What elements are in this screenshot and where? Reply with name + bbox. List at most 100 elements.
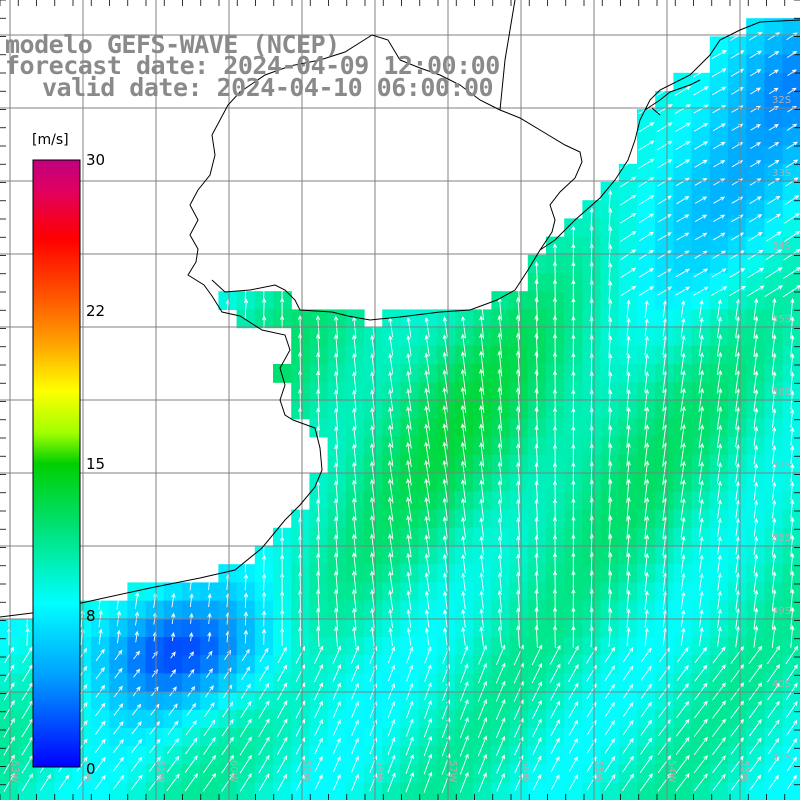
wind-arrow xyxy=(534,425,539,448)
wind-arrow xyxy=(698,517,704,538)
wind-arrow xyxy=(790,516,795,538)
wind-arrow xyxy=(785,645,799,665)
wind-speed-cell xyxy=(54,782,74,800)
wind-speed-cell xyxy=(709,91,729,110)
map-title-valid-date: valid date: 2024-04-10 06:00:00 xyxy=(42,73,494,102)
wind-arrow xyxy=(424,423,431,450)
wind-arrow xyxy=(608,262,613,283)
wind-speed-cell xyxy=(764,254,784,274)
wind-speed-cell xyxy=(418,564,438,583)
longitude-label: 57W xyxy=(447,760,458,783)
wind-arrow xyxy=(620,267,637,279)
wind-arrow xyxy=(424,334,430,356)
wind-arrow xyxy=(297,499,303,519)
wind-arrow xyxy=(460,404,467,432)
wind-arrow xyxy=(766,213,781,223)
wind-arrow xyxy=(313,663,324,683)
wind-speed-cell xyxy=(637,600,656,620)
wind-speed-cell xyxy=(564,673,583,693)
wind-speed-cell xyxy=(691,109,711,128)
wind-speed-cell xyxy=(709,637,729,656)
wind-arrow xyxy=(261,554,267,573)
wind-speed-cell xyxy=(491,400,511,420)
wind-speed-cell xyxy=(254,782,274,800)
wind-arrow xyxy=(620,176,637,188)
wind-arrow xyxy=(676,232,690,241)
wind-arrow xyxy=(388,589,394,611)
wind-speed-cell xyxy=(473,382,492,401)
wind-speed-cell xyxy=(709,728,729,747)
wind-arrow xyxy=(783,230,800,243)
wind-speed-cell xyxy=(673,600,693,620)
wind-arrow xyxy=(94,774,106,790)
wind-speed-cell xyxy=(254,600,274,620)
wind-speed-cell xyxy=(491,764,511,784)
wind-arrow xyxy=(568,774,579,791)
wind-arrow xyxy=(662,590,668,610)
wind-arrow xyxy=(351,334,357,357)
wind-speed-cell xyxy=(509,782,529,800)
wind-speed-cell xyxy=(145,709,165,729)
wind-speed-cell xyxy=(218,673,238,693)
wind-arrow xyxy=(370,570,375,594)
wind-speed-cell xyxy=(254,764,274,784)
wind-arrow xyxy=(790,316,795,338)
wind-speed-cell xyxy=(455,600,474,620)
wind-arrow xyxy=(203,719,216,736)
wind-arrow xyxy=(748,700,763,719)
wind-arrow xyxy=(711,68,727,78)
wind-arrow xyxy=(479,404,485,432)
wind-arrow xyxy=(680,591,686,610)
wind-arrow xyxy=(767,719,780,737)
wind-arrow xyxy=(680,424,686,449)
wind-speed-cell xyxy=(163,618,183,638)
wind-arrow xyxy=(571,370,576,393)
wind-speed-cell xyxy=(455,546,474,565)
wind-speed-cell xyxy=(728,236,747,256)
wind-speed-cell xyxy=(637,254,656,274)
wind-arrow xyxy=(184,773,198,792)
wind-speed-cell xyxy=(564,746,583,765)
wind-speed-cell xyxy=(273,709,292,729)
wind-arrow xyxy=(571,425,576,447)
wind-speed-cell xyxy=(637,418,656,438)
wind-arrow xyxy=(477,698,488,720)
wind-speed-cell xyxy=(728,491,747,511)
wind-arrow xyxy=(693,67,709,78)
wind-speed-cell xyxy=(691,273,711,292)
wind-speed-cell xyxy=(655,145,674,165)
wind-speed-cell xyxy=(764,746,784,765)
wind-arrow xyxy=(698,316,704,338)
wind-speed-cell xyxy=(0,691,19,711)
wind-speed-cell xyxy=(200,709,219,729)
wind-speed-cell xyxy=(728,182,747,201)
wind-speed-cell xyxy=(582,709,602,729)
wind-speed-cell xyxy=(382,382,401,401)
wind-arrow xyxy=(370,334,375,356)
wind-arrow xyxy=(478,772,487,793)
wind-speed-cell xyxy=(291,746,310,765)
wind-speed-cell xyxy=(782,236,800,256)
wind-arrow xyxy=(771,334,777,357)
wind-speed-cell xyxy=(618,200,638,219)
wind-speed-cell xyxy=(473,582,492,602)
wind-speed-cell xyxy=(746,509,765,529)
wind-arrow xyxy=(479,626,484,647)
wind-speed-cell xyxy=(436,400,456,420)
wind-speed-cell xyxy=(18,709,37,729)
wind-speed-cell xyxy=(400,746,420,765)
longitude-label: 59W xyxy=(301,760,312,783)
wind-speed-cell xyxy=(145,618,165,638)
wind-arrow xyxy=(442,405,449,432)
wind-arrow xyxy=(479,315,485,339)
wind-speed-cell xyxy=(200,582,219,602)
wind-speed-cell xyxy=(436,546,456,565)
wind-arrow xyxy=(516,589,521,611)
wind-arrow xyxy=(735,518,741,537)
wind-speed-cell xyxy=(782,54,800,74)
wind-arrow xyxy=(730,718,745,737)
wind-arrow xyxy=(405,771,414,793)
wind-arrow xyxy=(479,517,484,538)
wind-speed-cell xyxy=(582,764,602,784)
